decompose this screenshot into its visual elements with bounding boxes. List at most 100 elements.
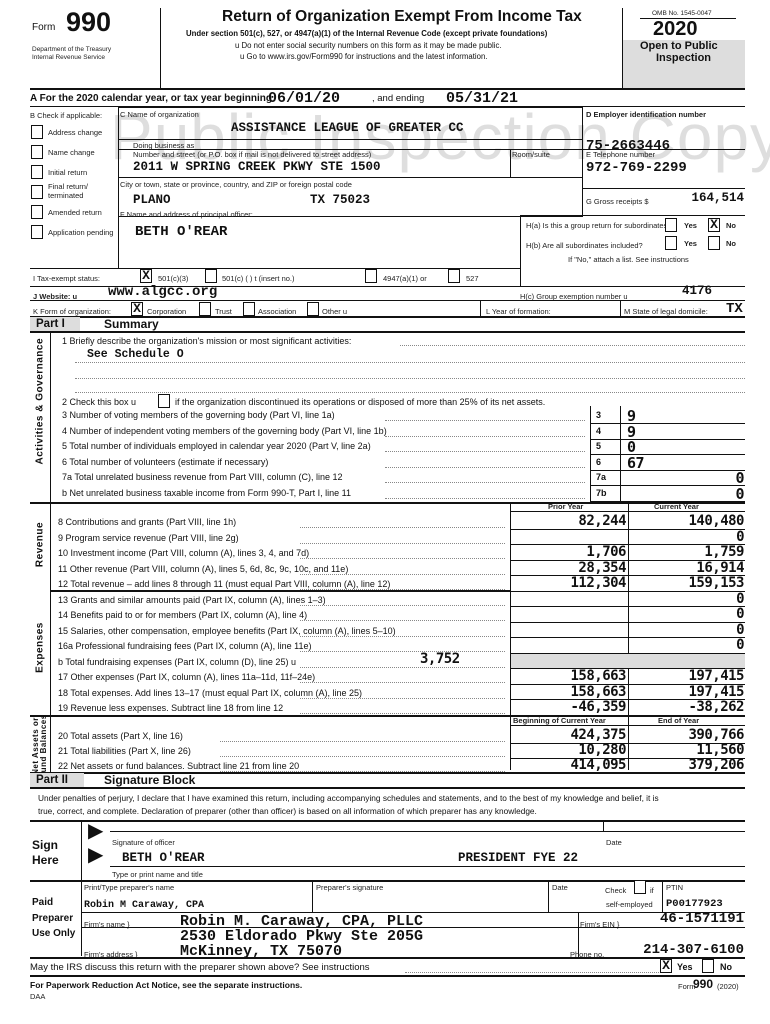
check-label-terminated: terminated [48,191,84,200]
fin-line-9: b Total fundraising expenses (Part IX, c… [58,656,296,667]
firm-ein-label: Firm's EIN } [580,920,620,929]
divider [578,912,579,958]
divider [81,881,82,956]
fundraising-16b: 3,752 [420,651,460,667]
net-prior-2: 414,095 [570,757,626,773]
yes-label: Yes [684,239,697,248]
other-label: Other u [322,307,348,316]
self-employed-label: self-employed [606,900,653,909]
divider [520,215,521,287]
checkbox-2[interactable] [31,165,43,179]
divider [662,881,663,912]
divider [30,331,745,333]
trust-box[interactable] [199,302,211,316]
divider [312,881,313,912]
group-return-yes-box[interactable] [665,218,677,232]
here-label: Here [32,853,59,867]
form-org-label: K Form of organization: [33,307,111,316]
divider [160,8,161,88]
4947-label: 4947(a)(1) or [383,274,427,283]
self-employed-box[interactable] [634,880,646,894]
divider [510,757,745,759]
association-box[interactable] [243,302,255,316]
subordinates-yes-box[interactable] [665,236,677,250]
divider [50,332,51,772]
other-box[interactable] [307,302,319,316]
net-line-1: 21 Total liabilities (Part X, line 26) [58,746,191,756]
org-box [118,107,583,217]
divider [510,637,745,638]
preparer-sig-label: Preparer's signature [316,883,384,892]
fin-line-1: 9 Program service revenue (Part VIII, li… [58,532,239,543]
527-box[interactable] [448,269,460,283]
gov-box-0: 3 [596,410,602,420]
divider [30,106,745,107]
ending-label: , and ending [372,93,425,104]
501c-box[interactable] [205,269,217,283]
officer-sign-name: BETH O'REAR [122,851,205,865]
discuss-no-label: No [720,962,732,972]
declaration-1: Under penalties of perjury, I declare th… [38,793,659,803]
divider [510,149,511,177]
net-prior-0: 424,375 [570,727,626,743]
gov-value-3: 67 [627,453,645,472]
divider [640,18,736,19]
street: 2011 W SPRING CREEK PKWY STE 1500 [133,160,381,174]
net-line-0: 20 Total assets (Part X, line 16) [58,731,183,741]
corporation-box[interactable]: X [131,302,143,316]
dept-label: Department of the Treasury [32,46,112,53]
attach-list-note: If "No," attach a list. See instructions [568,255,689,264]
group-return-no-box[interactable]: X [708,218,720,232]
ptin: P00177923 [666,898,723,910]
trust-label: Trust [215,307,232,316]
part1-title: Summary [104,317,159,331]
checkbox-5[interactable] [31,225,43,239]
inspection-label: Inspection [656,52,712,64]
divider [510,606,745,607]
divider [510,559,745,561]
checkbox-4[interactable] [31,205,43,219]
firm-address-2: McKinney, TX 75070 [180,943,343,960]
subordinates-no-box[interactable] [708,236,720,250]
fin-prior-3: 28,354 [578,559,626,576]
discuss-yes-box[interactable]: X [660,959,672,973]
tax-exempt-label: I Tax-exempt status: [33,274,100,283]
col-end-year: End of Year [658,716,700,725]
dotted-leader [385,451,585,452]
room-label: Room/suite [512,150,550,159]
divider [30,787,745,789]
declaration-2: true, correct, and complete. Declaration… [38,806,537,816]
checkbox-1[interactable] [31,145,43,159]
checkbox-0[interactable] [31,125,43,139]
divider [590,469,745,471]
line-2a: 2 Check this box u [62,397,137,407]
fin-line-7: 15 Salaries, other compensation, employe… [58,625,396,636]
gov-value-0: 9 [627,407,636,425]
gov-line-1: 4 Number of independent voting members o… [62,425,387,436]
fin-prior-2: 1,706 [586,544,626,560]
association-label: Association [258,307,297,316]
501c3-box[interactable]: X [140,269,152,283]
city: PLANO [133,193,171,207]
divider [510,528,745,530]
4947-box[interactable] [365,269,377,283]
fin-line-11: 18 Total expenses. Add lines 13–17 (must… [58,687,363,698]
dotted-leader [385,420,585,421]
gov-value-5: 0 [735,484,744,503]
checkbox-3[interactable] [31,185,43,199]
open-to-public: Open to Public [640,40,718,52]
firm-address-label: Firm's address } [84,950,138,959]
divider [590,423,745,424]
discuss-no-box[interactable] [702,959,714,973]
net-line-2: 22 Net assets or fund balances. Subtract… [58,761,300,771]
527-label: 527 [466,274,479,283]
fin-line-6: 14 Benefits paid to or for members (Part… [58,610,308,620]
signature-officer-label: Signature of officer [112,838,175,847]
dotted-leader [385,482,585,483]
col-current-year: Current Year [654,502,699,511]
if-label: if [650,886,654,895]
form-subtitle: Under section 501(c), 527, or 4947(a)(1)… [186,29,548,38]
group-return-q: H(a) Is this a group return for subordin… [526,221,672,230]
dotted-leader [300,589,505,590]
discontinued-box[interactable] [158,394,170,408]
